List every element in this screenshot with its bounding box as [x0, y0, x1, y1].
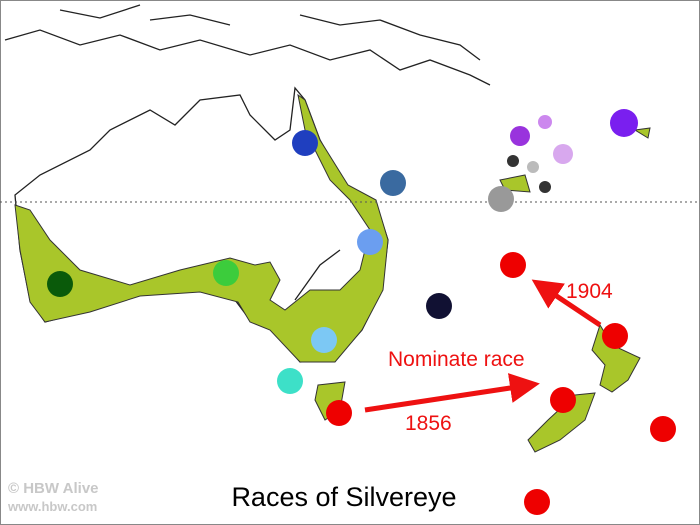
- race-dot: [510, 126, 530, 146]
- race-dot: [524, 489, 550, 515]
- island-coast: [4, 29, 491, 86]
- race-dot: [610, 109, 638, 137]
- race-dot: [380, 170, 406, 196]
- range-south-island: [527, 392, 596, 453]
- race-dot: [650, 416, 676, 442]
- island-coast: [59, 4, 481, 61]
- race-dot: [507, 155, 519, 167]
- map-title: Races of Silvereye: [231, 482, 456, 512]
- race-dot: [277, 368, 303, 394]
- annotation: 1856: [405, 412, 452, 435]
- race-dots: [47, 109, 676, 515]
- arrow-1856: [364, 373, 540, 413]
- credit-name: © HBW Alive: [8, 480, 99, 497]
- race-dot: [311, 327, 337, 353]
- race-dot: [47, 271, 73, 297]
- arrow-1904: [531, 279, 602, 328]
- river: [294, 249, 341, 301]
- race-dot: [602, 323, 628, 349]
- race-dot: [538, 115, 552, 129]
- race-dot: [539, 181, 551, 193]
- annotation: 1904: [566, 280, 613, 303]
- race-dot: [213, 260, 239, 286]
- race-dot: [357, 229, 383, 255]
- race-dot: [326, 400, 352, 426]
- race-dot: [550, 387, 576, 413]
- race-dot: [527, 161, 539, 173]
- race-dot: [292, 130, 318, 156]
- race-dot: [500, 252, 526, 278]
- race-dot: [488, 186, 514, 212]
- credit-url: www.hbw.com: [7, 499, 97, 514]
- annotation: Nominate race: [388, 348, 525, 371]
- race-dot: [553, 144, 573, 164]
- race-dot: [426, 293, 452, 319]
